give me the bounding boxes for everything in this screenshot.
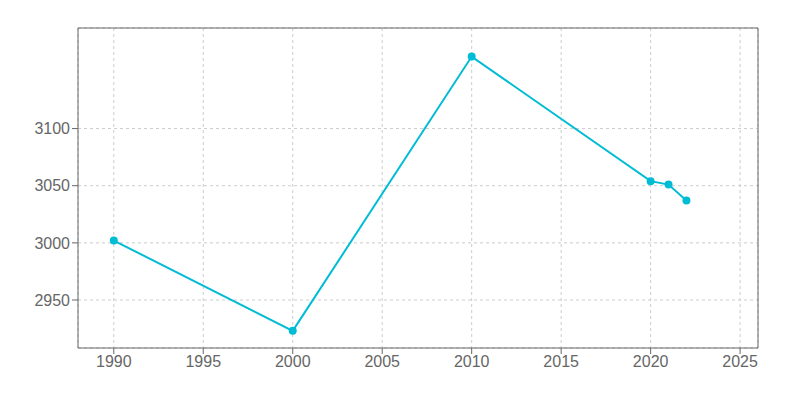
svg-text:1990: 1990 — [96, 353, 132, 370]
svg-text:3050: 3050 — [34, 177, 70, 194]
svg-text:1995: 1995 — [185, 353, 221, 370]
svg-text:2005: 2005 — [364, 353, 400, 370]
svg-text:2015: 2015 — [543, 353, 579, 370]
svg-text:2025: 2025 — [722, 353, 758, 370]
svg-text:2010: 2010 — [454, 353, 490, 370]
svg-text:2950: 2950 — [34, 292, 70, 309]
svg-text:3100: 3100 — [34, 120, 70, 137]
svg-text:3000: 3000 — [34, 235, 70, 252]
svg-text:2000: 2000 — [275, 353, 311, 370]
svg-text:2020: 2020 — [633, 353, 669, 370]
